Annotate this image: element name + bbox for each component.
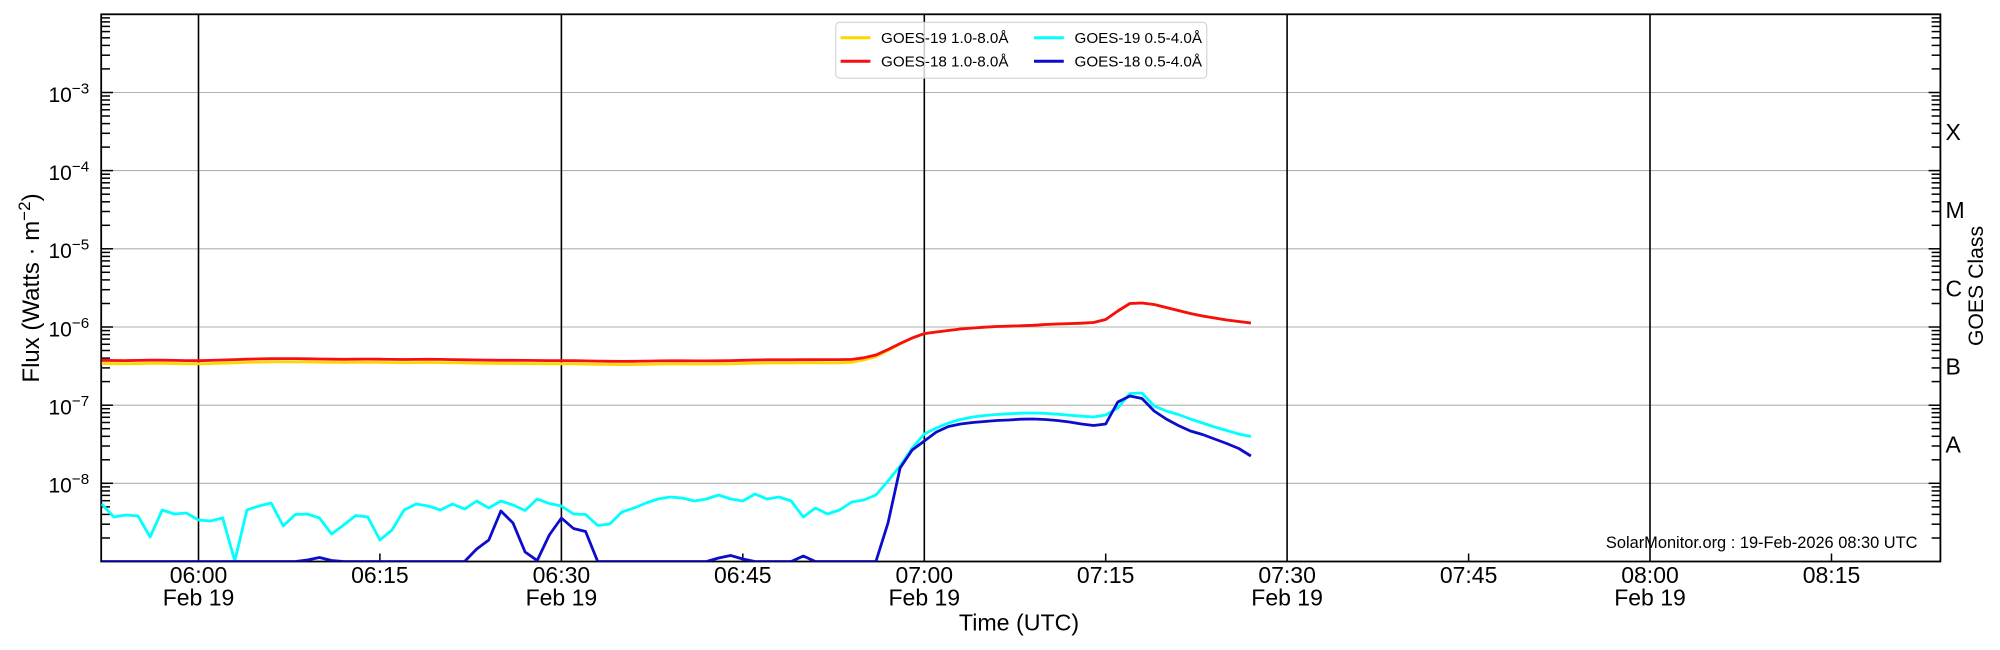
svg-text:SolarMonitor.org : 19-Feb-2026: SolarMonitor.org : 19-Feb-2026 08:30 UTC: [1606, 534, 1918, 552]
svg-text:GOES-19 0.5-4.0Å: GOES-19 0.5-4.0Å: [1075, 30, 1203, 47]
svg-text:08:15: 08:15: [1803, 562, 1861, 588]
svg-text:GOES Class: GOES Class: [1965, 226, 1988, 346]
svg-text:Feb 19: Feb 19: [1251, 585, 1323, 611]
svg-text:Feb 19: Feb 19: [526, 585, 598, 611]
svg-text:06:00: 06:00: [170, 562, 228, 588]
svg-text:06:45: 06:45: [714, 562, 772, 588]
svg-text:M: M: [1946, 197, 1965, 223]
svg-text:07:30: 07:30: [1258, 562, 1316, 588]
svg-text:07:45: 07:45: [1440, 562, 1498, 588]
svg-text:A: A: [1946, 432, 1962, 458]
svg-text:Flux (Watts · m−2): Flux (Watts · m−2): [15, 193, 45, 382]
svg-text:C: C: [1946, 275, 1963, 301]
svg-text:GOES-18 0.5-4.0Å: GOES-18 0.5-4.0Å: [1075, 54, 1203, 71]
svg-text:Feb 19: Feb 19: [163, 585, 235, 611]
svg-text:10−8: 10−8: [49, 471, 90, 498]
svg-text:08:00: 08:00: [1621, 562, 1679, 588]
svg-text:06:15: 06:15: [351, 562, 409, 588]
svg-text:Time (UTC): Time (UTC): [959, 610, 1079, 636]
svg-text:07:00: 07:00: [896, 562, 954, 588]
svg-text:Feb 19: Feb 19: [888, 585, 960, 611]
svg-text:GOES-19 1.0-8.0Å: GOES-19 1.0-8.0Å: [881, 30, 1009, 47]
svg-text:Feb 19: Feb 19: [1614, 585, 1686, 611]
svg-text:B: B: [1946, 354, 1961, 380]
svg-text:07:15: 07:15: [1077, 562, 1135, 588]
svg-text:06:30: 06:30: [533, 562, 591, 588]
svg-text:X: X: [1946, 119, 1961, 145]
svg-text:GOES-18 1.0-8.0Å: GOES-18 1.0-8.0Å: [881, 54, 1009, 71]
